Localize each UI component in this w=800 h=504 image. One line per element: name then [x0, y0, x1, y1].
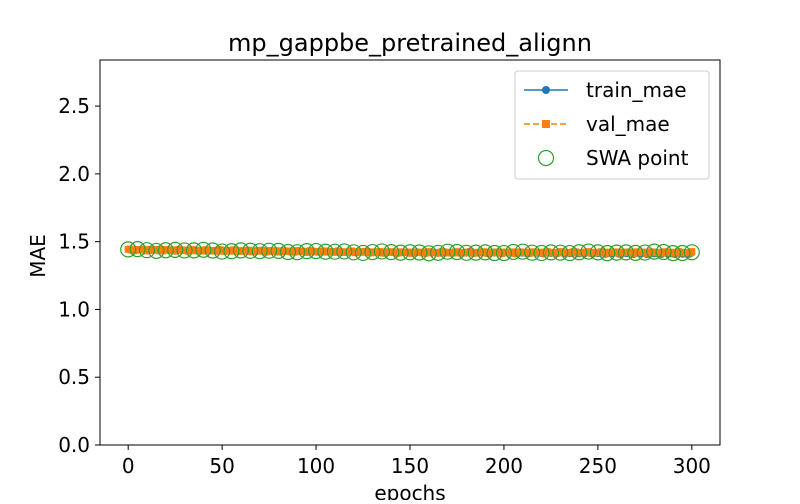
chart-title: mp_gappbe_pretrained_alignn: [228, 29, 592, 57]
swa-point-marker: [599, 245, 616, 262]
swa-point-marker: [232, 242, 250, 259]
swa-point-marker: [120, 241, 137, 258]
swa-point-marker: [345, 244, 362, 261]
swa-point-marker: [646, 243, 663, 260]
y-tick-label: 1.0: [58, 297, 90, 321]
swa-point-marker: [401, 244, 419, 261]
swa-point-marker: [514, 243, 531, 260]
legend-entry-swa: SWA point: [537, 146, 689, 170]
swa-point-marker: [458, 244, 475, 261]
x-axis-label: epochs: [374, 481, 445, 500]
x-tick-label: 250: [579, 454, 617, 478]
swa-point-marker: [505, 243, 522, 261]
swa-point-marker: [176, 242, 193, 259]
swa-point-marker: [364, 243, 381, 261]
swa-point-marker: [636, 244, 653, 261]
y-tick-label: 1.5: [58, 230, 90, 254]
swa-point-marker: [533, 244, 550, 262]
x-tick-label: 0: [122, 454, 135, 478]
swa-point-marker: [373, 243, 390, 260]
swa-point-marker: [307, 242, 325, 260]
swa-point-marker: [420, 245, 437, 262]
axes: 0 50 100 150 200 250 300 0.0 0.5 1.0 1.5 2.0 2.5: [58, 59, 721, 478]
swa-point-marker: [589, 244, 606, 261]
y-tick-label: 2.5: [58, 94, 90, 118]
swa-point-marker: [336, 243, 353, 260]
swa-point-marker: [138, 242, 156, 259]
swa-point-marker: [448, 243, 466, 261]
swa-point-marker: [270, 242, 287, 259]
swa-point-marker: [195, 241, 212, 258]
plot-series: [120, 240, 700, 262]
legend: train_mae val_mae SWA point: [514, 70, 710, 180]
swa-point-marker: [251, 243, 268, 260]
x-tick-label: 50: [209, 454, 234, 478]
swa-point-marker: [477, 244, 494, 261]
swa-point-marker: [411, 244, 428, 261]
swa-point-marker: [129, 240, 146, 258]
swa-point-marker: [430, 244, 447, 261]
swa-point-marker: [580, 243, 597, 260]
swa-point-marker: [570, 244, 588, 261]
swa-point-marker: [664, 245, 682, 262]
swa-point-marker: [674, 244, 691, 262]
swa-point-marker: [354, 244, 372, 262]
legend-entry-val: val_mae: [524, 112, 670, 136]
y-tick-label: 0.0: [58, 433, 90, 457]
swa-point-marker: [524, 244, 541, 261]
swa-point-marker: [214, 243, 231, 260]
swa-point-marker: [148, 242, 165, 260]
legend-label: train_mae: [586, 78, 687, 102]
legend-train-marker: [542, 86, 550, 94]
swa-point-marker: [627, 244, 644, 261]
y-axis-label: MAE: [26, 234, 50, 278]
swa-point-marker: [157, 242, 174, 259]
swa-point-marker: [383, 244, 400, 261]
legend-val-marker: [542, 120, 550, 128]
swa-point-marker: [279, 243, 296, 261]
legend-label: val_mae: [586, 112, 670, 136]
swa-point-marker: [655, 243, 672, 261]
swa-point-marker: [561, 244, 578, 262]
swa-point-marker: [683, 244, 700, 261]
legend-swa-marker: [537, 149, 555, 167]
swa-point-marker: [486, 244, 503, 262]
legend-box: [514, 70, 710, 180]
swa-point-marker: [260, 242, 278, 259]
swa-point-marker: [242, 242, 259, 259]
swa-point-marker: [617, 244, 635, 261]
x-tick-label: 100: [297, 454, 335, 478]
swa-point-marker: [467, 244, 484, 261]
swa-point-marker: [495, 244, 513, 262]
swa-point-marker: [608, 244, 625, 261]
swa-point-marker: [289, 244, 306, 261]
swa-point-marker: [317, 243, 334, 260]
swa-point-marker: [552, 244, 569, 261]
swa-point-marker: [439, 243, 456, 260]
y-tick-label: 2.0: [58, 162, 90, 186]
swa-point-marker: [392, 244, 409, 261]
swa-point-marker: [326, 243, 343, 260]
val-mae-point: [688, 248, 696, 256]
swa-point-series: [120, 240, 700, 262]
swa-point-marker: [542, 244, 560, 261]
swa-point-marker: [223, 243, 240, 260]
x-tick-label: 150: [391, 454, 429, 478]
swa-point-marker: [185, 242, 203, 259]
swa-point-marker: [204, 242, 221, 259]
swa-point-marker: [298, 243, 315, 260]
y-tick-label: 0.5: [58, 365, 90, 389]
x-tick-label: 300: [673, 454, 711, 478]
legend-label: SWA point: [586, 146, 689, 170]
swa-point-marker: [167, 241, 184, 258]
legend-entry-train: train_mae: [524, 78, 687, 102]
x-tick-label: 200: [485, 454, 523, 478]
